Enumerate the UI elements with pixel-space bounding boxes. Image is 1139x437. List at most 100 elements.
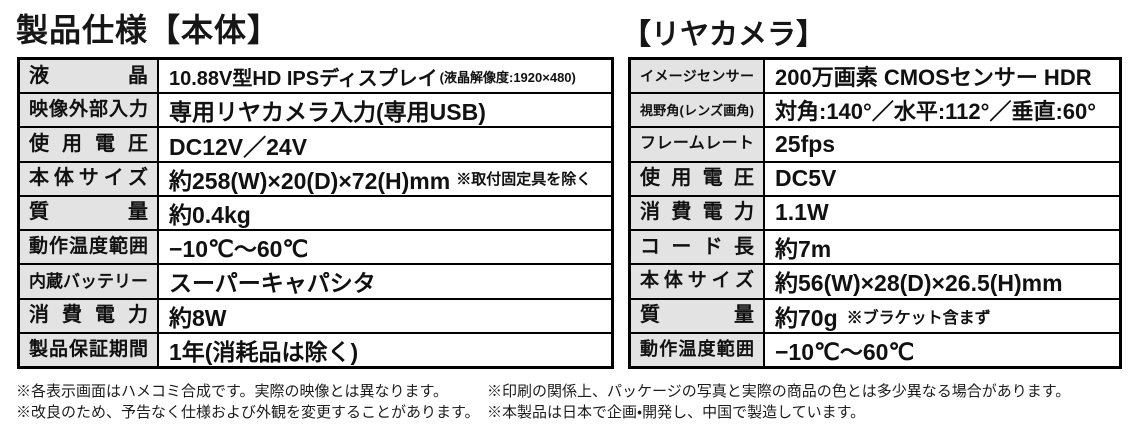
- spec-label-cell: 製品保証期間: [20, 333, 159, 366]
- spec-label-cell: 消費電力: [20, 299, 159, 332]
- rear-camera-spec-table: イメージセンサー 200万画素 CMOSセンサー HDR 視野角(レンズ画角) …: [628, 57, 1122, 369]
- spec-label: コード長: [640, 235, 754, 258]
- spec-label-cell: 本体サイズ: [20, 162, 159, 195]
- footnote-line: ※改良のため、予告なく仕様および外観を変更することがあります。: [16, 404, 480, 421]
- table-row: 製品保証期間 1年(消耗品は除く): [20, 331, 611, 366]
- spec-value-cell: 約70g ※ブラケット含まず: [765, 300, 1119, 332]
- spec-value: 約8W: [169, 304, 227, 331]
- table-row: 質量 約0.4kg: [20, 194, 611, 230]
- spec-value: −10℃～60℃: [775, 338, 915, 365]
- spec-label: 視野角(レンズ画角): [640, 102, 754, 118]
- spec-value-cell: DC5V: [765, 163, 1119, 195]
- spec-value-cell: 専用リヤカメラ入力(専用USB): [159, 94, 611, 126]
- spec-note: (液晶解像度:1920×480): [439, 69, 576, 85]
- spec-label-cell: 動作温度範囲: [631, 333, 765, 366]
- spec-label: 使用電圧: [640, 167, 754, 190]
- footnote-line: ※印刷の関係上、パッケージの写真と実際の商品の色とは多少異なる場合があります。: [487, 383, 1071, 400]
- spec-value: 約258(W)×20(D)×72(H)mm: [169, 167, 451, 194]
- spec-label: 本体サイズ: [640, 270, 754, 292]
- spec-value: −10℃～60℃: [169, 236, 309, 263]
- spec-value: DC5V: [775, 165, 837, 192]
- footnote-line: ※各表示画面はハメコミ合成です。実際の映像とは異なります。: [16, 383, 449, 400]
- spec-label: イメージセンサー: [640, 67, 754, 84]
- spec-value-cell: 約258(W)×20(D)×72(H)mm ※取付固定具を除く: [159, 163, 611, 195]
- page-title-rear-camera: 【リヤカメラ】: [622, 19, 826, 51]
- table-row: 液晶 10.88V型HD IPSディスプレイ (液晶解像度:1920×480): [20, 60, 611, 93]
- spec-value-cell: 10.88V型HD IPSディスプレイ (液晶解像度:1920×480): [159, 60, 611, 92]
- spec-label: 動作温度範囲: [640, 339, 754, 360]
- spec-label-cell: 映像外部入力: [20, 94, 159, 127]
- spec-value: 200万画素 CMOSセンサー HDR: [775, 65, 1092, 91]
- spec-label: 質量: [640, 304, 754, 327]
- spec-label-cell: 使用電圧: [631, 162, 765, 195]
- table-row: 視野角(レンズ画角) 対角:140°／水平:112°／垂直:60°: [631, 92, 1119, 127]
- spec-label: 内蔵バッテリー: [29, 271, 148, 291]
- spec-value: 約0.4kg: [169, 201, 251, 228]
- spec-value: 10.88V型HD IPSディスプレイ: [169, 67, 438, 90]
- spec-value: 約56(W)×28(D)×26.5(H)mm: [775, 270, 1063, 297]
- spec-label: 使用電圧: [29, 133, 148, 156]
- spec-label-cell: 本体サイズ: [631, 265, 765, 298]
- spec-label-cell: 使用電圧: [20, 128, 159, 161]
- table-row: 消費電力 1.1W: [631, 194, 1119, 230]
- table-row: 内蔵バッテリー スーパーキャパシタ: [20, 263, 611, 298]
- spec-label-cell: 視野角(レンズ画角): [631, 94, 765, 127]
- footnotes-right: ※印刷の関係上、パッケージの写真と実際の商品の色とは多少異なる場合があります。 …: [487, 381, 1070, 423]
- spec-label: 消費電力: [29, 304, 148, 327]
- table-row: 消費電力 約8W: [20, 297, 611, 332]
- table-row: フレームレート 25fps: [631, 126, 1119, 161]
- spec-note: ※ブラケット含まず: [846, 309, 991, 327]
- spec-label-cell: 動作温度範囲: [20, 231, 159, 264]
- page-title-main-unit: 製品仕様【本体】: [16, 12, 281, 48]
- footnotes-left: ※各表示画面はハメコミ合成です。実際の映像とは異なります。 ※改良のため、予告な…: [16, 381, 480, 423]
- table-row: 動作温度範囲 −10℃～60℃: [20, 229, 611, 264]
- spec-value-cell: −10℃～60℃: [765, 334, 1119, 366]
- table-row: 使用電圧 DC5V: [631, 160, 1119, 195]
- table-row: コード長 約7m: [631, 229, 1119, 264]
- spec-label-cell: フレームレート: [631, 128, 765, 161]
- spec-label: フレームレート: [640, 135, 754, 153]
- spec-label: 製品保証期間: [29, 338, 148, 360]
- spec-label: 本体サイズ: [29, 167, 148, 190]
- spec-value-cell: 約0.4kg: [159, 197, 611, 229]
- spec-value-cell: 対角:140°／水平:112°／垂直:60°: [765, 94, 1119, 126]
- spec-label: 液晶: [29, 64, 148, 87]
- table-row: 本体サイズ 約56(W)×28(D)×26.5(H)mm: [631, 263, 1119, 298]
- spec-label-cell: 内蔵バッテリー: [20, 265, 159, 298]
- spec-value-cell: 1.1W: [765, 197, 1119, 229]
- spec-value: スーパーキャパシタ: [169, 270, 376, 297]
- spec-value: 25fps: [775, 131, 836, 158]
- spec-note: ※取付固定具を除く: [456, 171, 592, 189]
- spec-label: 映像外部入力: [29, 99, 148, 121]
- spec-value-cell: 約7m: [765, 231, 1119, 263]
- table-row: 動作温度範囲 −10℃～60℃: [631, 331, 1119, 366]
- spec-label-cell: 質量: [631, 299, 765, 332]
- spec-value-cell: 25fps: [765, 128, 1119, 160]
- spec-value-cell: 約56(W)×28(D)×26.5(H)mm: [765, 265, 1119, 297]
- spec-value: DC12V／24V: [169, 133, 308, 160]
- spec-label: 質量: [29, 201, 148, 224]
- spec-value-cell: 約8W: [159, 300, 611, 332]
- spec-label-cell: 消費電力: [631, 196, 765, 230]
- spec-value: 約7m: [775, 236, 832, 263]
- spec-value: 1.1W: [775, 199, 829, 226]
- spec-label: 消費電力: [640, 201, 754, 224]
- spec-label-cell: 液晶: [20, 60, 159, 93]
- spec-label: 動作温度範囲: [29, 236, 148, 258]
- main-unit-spec-table: 液晶 10.88V型HD IPSディスプレイ (液晶解像度:1920×480) 映…: [17, 57, 614, 369]
- table-row: 質量 約70g ※ブラケット含まず: [631, 297, 1119, 332]
- spec-value: 対角:140°／水平:112°／垂直:60°: [775, 99, 1097, 125]
- table-row: イメージセンサー 200万画素 CMOSセンサー HDR: [631, 60, 1119, 93]
- spec-value-cell: DC12V／24V: [159, 128, 611, 160]
- spec-value: 専用リヤカメラ入力(専用USB): [169, 99, 486, 126]
- spec-value-cell: スーパーキャパシタ: [159, 265, 611, 297]
- spec-value: 1年(消耗品は除く): [169, 338, 359, 365]
- spec-value-cell: 1年(消耗品は除く): [159, 334, 611, 366]
- spec-label-cell: イメージセンサー: [631, 60, 765, 93]
- spec-value-cell: −10℃～60℃: [159, 231, 611, 263]
- spec-value-cell: 200万画素 CMOSセンサー HDR: [765, 60, 1119, 92]
- spec-label-cell: コード長: [631, 231, 765, 264]
- footnote-line: ※本製品は日本で企画・開発し、中国で製造しています。: [487, 404, 866, 421]
- table-row: 映像外部入力 専用リヤカメラ入力(専用USB): [20, 92, 611, 127]
